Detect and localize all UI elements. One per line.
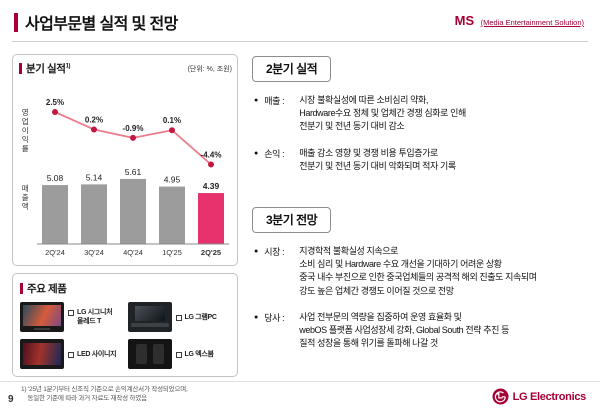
panel-accent-bar: [19, 63, 22, 74]
svg-text:5.14: 5.14: [86, 172, 103, 182]
bullet-text: 사업 전부문의 역량을 집중하여 운영 효율화 및 webOS 플랫폼 사업성장…: [299, 311, 509, 349]
division-name: (Media Entertainment Solution): [480, 18, 584, 27]
bullet-icon: ●: [254, 313, 259, 321]
product-bullet-icon: [175, 351, 182, 358]
header-divider: [12, 41, 588, 42]
svg-text:4.95: 4.95: [164, 175, 181, 185]
q2-bullet-profit: ● 손익 : 매출 감소 영향 및 경쟁 비용 투입증가로 전분기 및 전년 동…: [254, 147, 596, 173]
q3-bullets: ● 시장 : 지경학적 불확실성 지속으로 소비 심리 및 Hardware 수…: [254, 245, 596, 350]
page-number: 9: [8, 394, 14, 405]
svg-text:3Q'24: 3Q'24: [84, 248, 104, 257]
product-image-gram-pc: [127, 302, 172, 332]
title-accent-bar: [14, 12, 18, 32]
chart-unit-label: (단위: %, 조원): [187, 65, 232, 73]
slide-header: 사업부문별 실적 및 전망 MS (Media Entertainment So…: [14, 10, 584, 34]
bullet-text: 시장 불확실성에 따른 소비심리 약화, Hardware수요 정체 및 업체간…: [299, 95, 466, 132]
product-item-led-signage: LED 사이니지: [20, 339, 124, 369]
svg-text:2Q'25: 2Q'25: [201, 248, 221, 257]
q3-bullet-market: ● 시장 : 지경학적 불확실성 지속으로 소비 심리 및 Hardware 수…: [254, 245, 596, 298]
product-bullet-icon: [175, 314, 182, 321]
footnote: 1) '25년 1분기부터 신조직 기준으로 손익계산서가 작성되었으며, 동일…: [21, 386, 188, 402]
bullet-label: 매출 :: [264, 96, 285, 106]
bullet-label: 당사 :: [264, 312, 285, 323]
product-label: LG 시그니처 올레드 T: [77, 309, 113, 325]
svg-text:1Q'25: 1Q'25: [162, 248, 182, 257]
q3-bullet-company: ● 당사 : 사업 전부문의 역량을 집중하여 운영 효율화 및 webOS 플…: [254, 311, 596, 351]
product-label: LG 그램PC: [184, 313, 217, 321]
bullet-label: 시장 :: [264, 247, 285, 258]
q2-results-title: 2분기 실적: [252, 56, 332, 82]
svg-text:0.2%: 0.2%: [85, 115, 103, 124]
svg-text:2Q'24: 2Q'24: [45, 248, 65, 257]
logo-text: LG Electronics: [512, 390, 587, 403]
lg-electronics-logo: LG Electronics: [492, 388, 586, 405]
bullet-label: 손익 :: [264, 148, 285, 159]
bullet-text: 매출 감소 영향 및 경쟁 비용 투입증가로 전분기 및 전년 동기 대비 악화…: [299, 147, 456, 171]
bullet-icon: ●: [254, 97, 259, 104]
svg-text:0.1%: 0.1%: [163, 116, 181, 125]
svg-text:5.61: 5.61: [125, 167, 142, 177]
bullet-text: 지경학적 불확실성 지속으로 소비 심리 및 Hardware 수요 개선을 기…: [299, 246, 537, 296]
footer-divider: [0, 381, 600, 382]
products-panel-header: 주요 제품: [20, 281, 231, 296]
division-label: MS (Media Entertainment Solution): [455, 12, 584, 30]
q2-bullet-revenue: ● 매출 : 시장 불확실성에 따른 소비심리 약화, Hardware수요 정…: [254, 94, 596, 134]
lg-symbol-icon: [492, 388, 509, 405]
product-label: LG 엑스붐: [184, 350, 214, 358]
product-image-oled-tv: [20, 302, 64, 332]
quarterly-chart: 5.08 5.14 5.61 4.95 4.39 2Q'24 3Q'24 4Q'24 1Q'25…: [37, 98, 229, 257]
page-title: 사업부문별 실적 및 전망: [25, 16, 178, 33]
right-column: 2분기 실적 ● 매출 : 시장 불확실성에 따른 소비심리 약화, Hardw…: [252, 56, 596, 363]
product-image-xboom: [127, 339, 172, 369]
chart-panel-header: 분기 실적1) (단위: %, 조원): [19, 61, 232, 76]
panel-accent-bar: [20, 283, 23, 294]
product-item-oled-tv: LG 시그니처 올레드 T: [20, 302, 124, 332]
bullet-icon: ●: [254, 149, 259, 157]
q2-bullets: ● 매출 : 시장 불확실성에 따른 소비심리 약화, Hardware수요 정…: [254, 94, 596, 173]
products-grid: LG 시그니처 올레드 T LG 그램PC LED 사이니지 LG 엑스붐: [20, 302, 231, 369]
svg-text:2.5%: 2.5%: [46, 98, 64, 107]
q3-outlook-section: 3분기 전망 ● 시장 : 지경학적 불확실성 지속으로 소비 심리 및 Har…: [252, 207, 596, 350]
product-item-gram-pc: LG 그램PC: [127, 302, 232, 332]
product-image-led-signage: [20, 339, 64, 369]
product-label: LED 사이니지: [77, 350, 117, 358]
svg-text:4Q'24: 4Q'24: [123, 248, 143, 257]
q3-outlook-title: 3분기 전망: [252, 207, 332, 234]
svg-text:-4.4%: -4.4%: [201, 150, 222, 159]
svg-text:5.08: 5.08: [47, 173, 64, 183]
products-panel: 주요 제품 LG 시그니처 올레드 T LG 그램PC LED 사이니지 LG …: [12, 273, 238, 377]
svg-text:-0.9%: -0.9%: [123, 124, 144, 133]
product-bullet-icon: [68, 351, 74, 358]
bullet-icon: ●: [254, 248, 259, 256]
division-code: MS: [454, 13, 475, 28]
product-bullet-icon: [68, 310, 74, 316]
product-item-xboom: LG 엑스붐: [127, 339, 232, 369]
svg-text:4.39: 4.39: [203, 181, 220, 191]
chart-panel-title: 분기 실적1): [26, 63, 71, 75]
title-wrap: 사업부문별 실적 및 전망: [14, 10, 178, 34]
products-panel-title: 주요 제품: [27, 283, 67, 295]
